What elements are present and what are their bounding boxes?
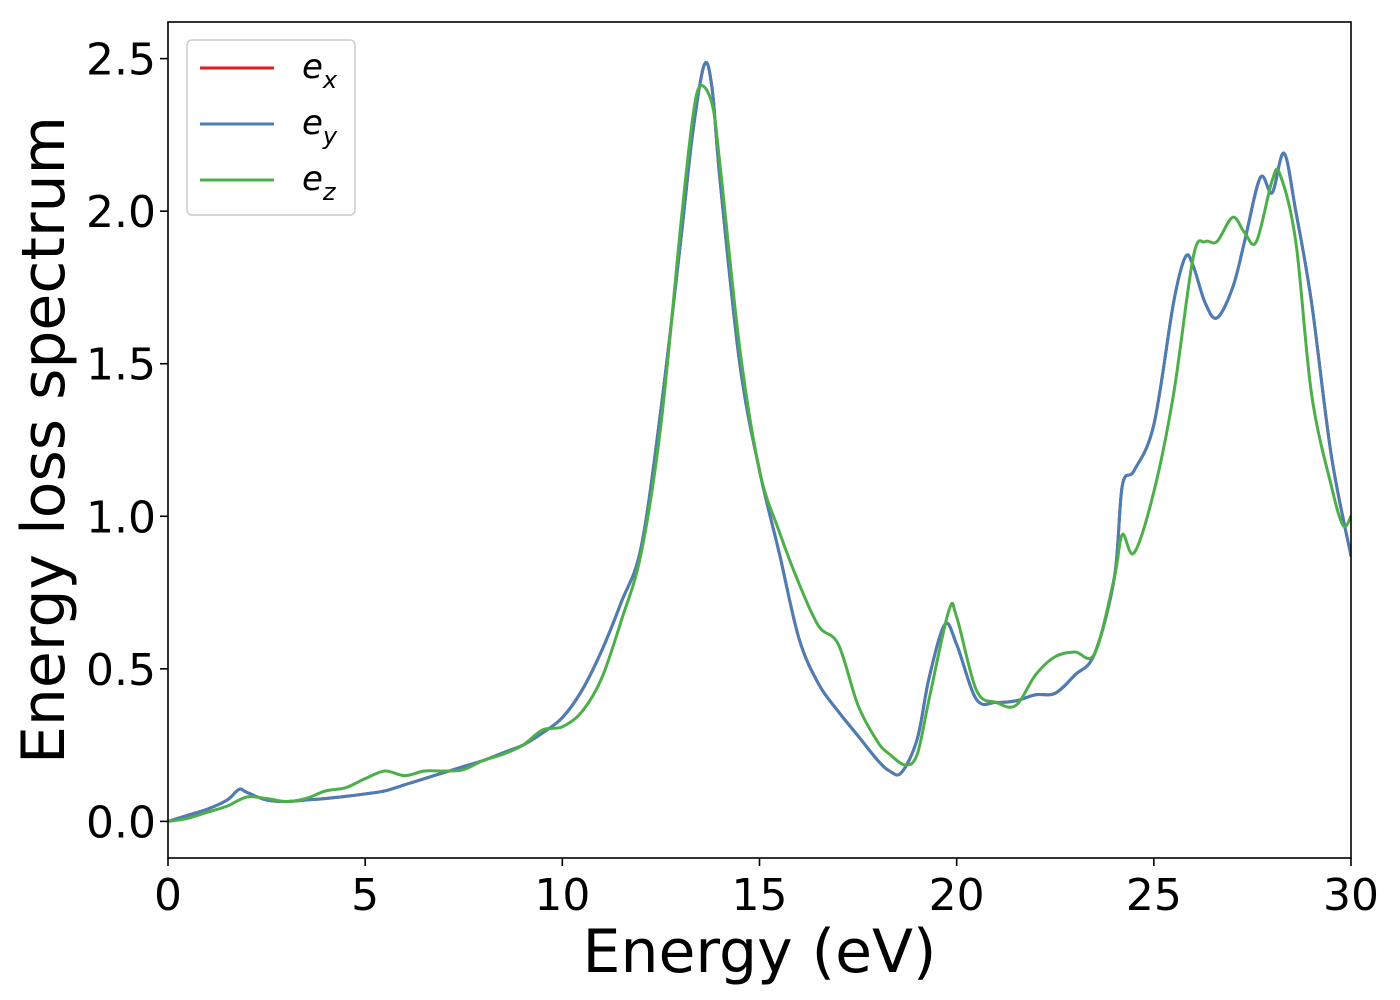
- x-tick-label: 0: [154, 870, 182, 921]
- x-tick-label: 15: [732, 870, 788, 921]
- legend-box: [186, 39, 356, 216]
- legend-label-y: ey: [302, 103, 338, 150]
- y-tick-label: 1.5: [86, 340, 156, 391]
- x-axis-title: Energy (eV): [583, 917, 937, 987]
- x-tick-label: 20: [929, 870, 985, 921]
- y-tick-label: 0.5: [86, 645, 156, 696]
- legend-label-x: ex: [302, 47, 338, 94]
- legend: ex ey ez: [186, 39, 356, 216]
- x-tick-label: 25: [1126, 870, 1182, 921]
- x-axis: 0 5 10 15 20 25 30: [154, 858, 1379, 921]
- x-tick-label: 5: [351, 870, 379, 921]
- series-line-z: [168, 84, 1351, 823]
- series-layer: [168, 61, 1351, 823]
- y-axis-title: Energy loss spectrum: [9, 116, 79, 764]
- y-axis: 0.0 0.5 1.0 1.5 2.0 2.5: [86, 35, 168, 848]
- y-tick-label: 2.0: [86, 187, 156, 238]
- x-tick-label: 30: [1323, 870, 1379, 921]
- series-line-y: [168, 61, 1351, 823]
- x-tick-label: 10: [534, 870, 590, 921]
- y-tick-label: 2.5: [86, 35, 156, 86]
- y-tick-label: 0.0: [86, 797, 156, 848]
- y-tick-label: 1.0: [86, 492, 156, 543]
- legend-label-z: ez: [302, 159, 337, 206]
